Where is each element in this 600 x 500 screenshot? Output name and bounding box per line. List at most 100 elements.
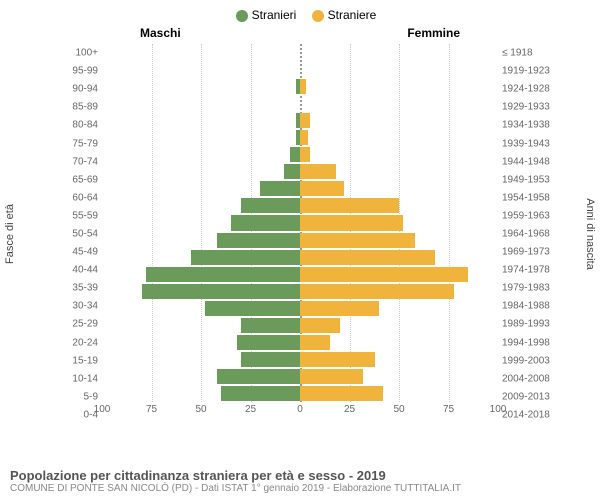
bar-female <box>300 301 379 316</box>
age-label: 90-94 <box>40 84 98 95</box>
age-row <box>102 283 498 300</box>
male-swatch <box>236 10 248 22</box>
footer-subtitle: COMUNE DI PONTE SAN NICOLÒ (PD) - Dati I… <box>10 483 590 494</box>
age-label: 20-24 <box>40 337 98 348</box>
bar-male <box>217 233 300 248</box>
age-row <box>102 385 498 402</box>
legend-female-label: Straniere <box>328 8 377 22</box>
column-headers: Maschi Femmine <box>0 26 600 44</box>
birth-label: 1944-1948 <box>502 156 560 167</box>
birth-label: 1964-1968 <box>502 229 560 240</box>
age-row <box>102 180 498 197</box>
age-row <box>102 266 498 283</box>
bar-female <box>300 233 415 248</box>
age-label: 95-99 <box>40 66 98 77</box>
bar-male <box>142 284 300 299</box>
age-label: 85-89 <box>40 102 98 113</box>
x-tick: 75 <box>146 404 157 415</box>
age-row <box>102 214 498 231</box>
bar-male <box>241 352 300 367</box>
age-label: 5-9 <box>40 391 98 402</box>
age-label: 0-4 <box>40 409 98 420</box>
bar-female <box>300 79 306 94</box>
x-tick: 0 <box>297 404 303 415</box>
birth-label: 2014-2018 <box>502 409 560 420</box>
age-label: 100+ <box>40 48 98 59</box>
age-row <box>102 146 498 163</box>
birth-label: 1979-1983 <box>502 283 560 294</box>
age-row <box>102 300 498 317</box>
bar-male <box>237 335 300 350</box>
bar-male <box>231 215 300 230</box>
birth-label: 1954-1958 <box>502 192 560 203</box>
age-row <box>102 129 498 146</box>
header-female: Femmine <box>407 26 460 40</box>
age-row <box>102 197 498 214</box>
bar-male <box>241 198 300 213</box>
age-label: 55-59 <box>40 210 98 221</box>
bar-male <box>284 164 300 179</box>
age-label: 10-14 <box>40 373 98 384</box>
birth-label: 1959-1963 <box>502 210 560 221</box>
bar-female <box>300 198 399 213</box>
age-row <box>102 334 498 351</box>
age-label: 75-79 <box>40 138 98 149</box>
legend-male-label: Stranieri <box>252 8 297 22</box>
bar-female <box>300 130 308 145</box>
age-row <box>102 112 498 129</box>
bar-female <box>300 386 383 401</box>
bar-male <box>290 147 300 162</box>
birth-label: 1969-1973 <box>502 247 560 258</box>
bar-female <box>300 147 310 162</box>
age-label: 15-19 <box>40 355 98 366</box>
x-tick: 50 <box>393 404 404 415</box>
bar-female <box>300 164 336 179</box>
bar-female <box>300 250 435 265</box>
footer-title: Popolazione per cittadinanza straniera p… <box>10 468 590 483</box>
x-tick: 25 <box>245 404 256 415</box>
female-swatch <box>312 10 324 22</box>
age-label: 50-54 <box>40 229 98 240</box>
yaxis-left-title: Fasce di età <box>4 204 16 264</box>
age-row <box>102 44 498 61</box>
x-axis: 1007550250255075100 <box>102 404 498 424</box>
bar-female <box>300 181 344 196</box>
bar-male <box>260 181 300 196</box>
bar-female <box>300 113 310 128</box>
age-label: 70-74 <box>40 156 98 167</box>
age-label: 80-84 <box>40 120 98 131</box>
age-label: 40-44 <box>40 265 98 276</box>
plot-area <box>102 44 498 402</box>
legend: Stranieri Straniere <box>0 0 600 26</box>
bar-female <box>300 215 403 230</box>
age-label: 30-34 <box>40 301 98 312</box>
bar-male <box>146 267 300 282</box>
birth-label: 1949-1953 <box>502 174 560 185</box>
age-label: 35-39 <box>40 283 98 294</box>
age-row <box>102 78 498 95</box>
bar-female <box>300 318 340 333</box>
birth-label: ≤ 1918 <box>502 48 560 59</box>
age-label: 45-49 <box>40 247 98 258</box>
birth-label: 1934-1938 <box>502 120 560 131</box>
birth-label: 1974-1978 <box>502 265 560 276</box>
birth-label: 1919-1923 <box>502 66 560 77</box>
age-row <box>102 95 498 112</box>
age-row <box>102 317 498 334</box>
birth-label: 1939-1943 <box>502 138 560 149</box>
bar-female <box>300 369 363 384</box>
bar-male <box>191 250 300 265</box>
age-row <box>102 61 498 78</box>
pyramid-chart: Fasce di età Anni di nascita 10075502502… <box>40 44 560 424</box>
age-label: 25-29 <box>40 319 98 330</box>
age-label: 60-64 <box>40 192 98 203</box>
x-tick: 75 <box>443 404 454 415</box>
birth-label: 1984-1988 <box>502 301 560 312</box>
birth-label: 2009-2013 <box>502 391 560 402</box>
birth-label: 1989-1993 <box>502 319 560 330</box>
bar-female <box>300 267 468 282</box>
bar-female <box>300 352 375 367</box>
bar-male <box>217 369 300 384</box>
x-tick: 50 <box>195 404 206 415</box>
yaxis-right-title: Anni di nascita <box>584 198 596 270</box>
